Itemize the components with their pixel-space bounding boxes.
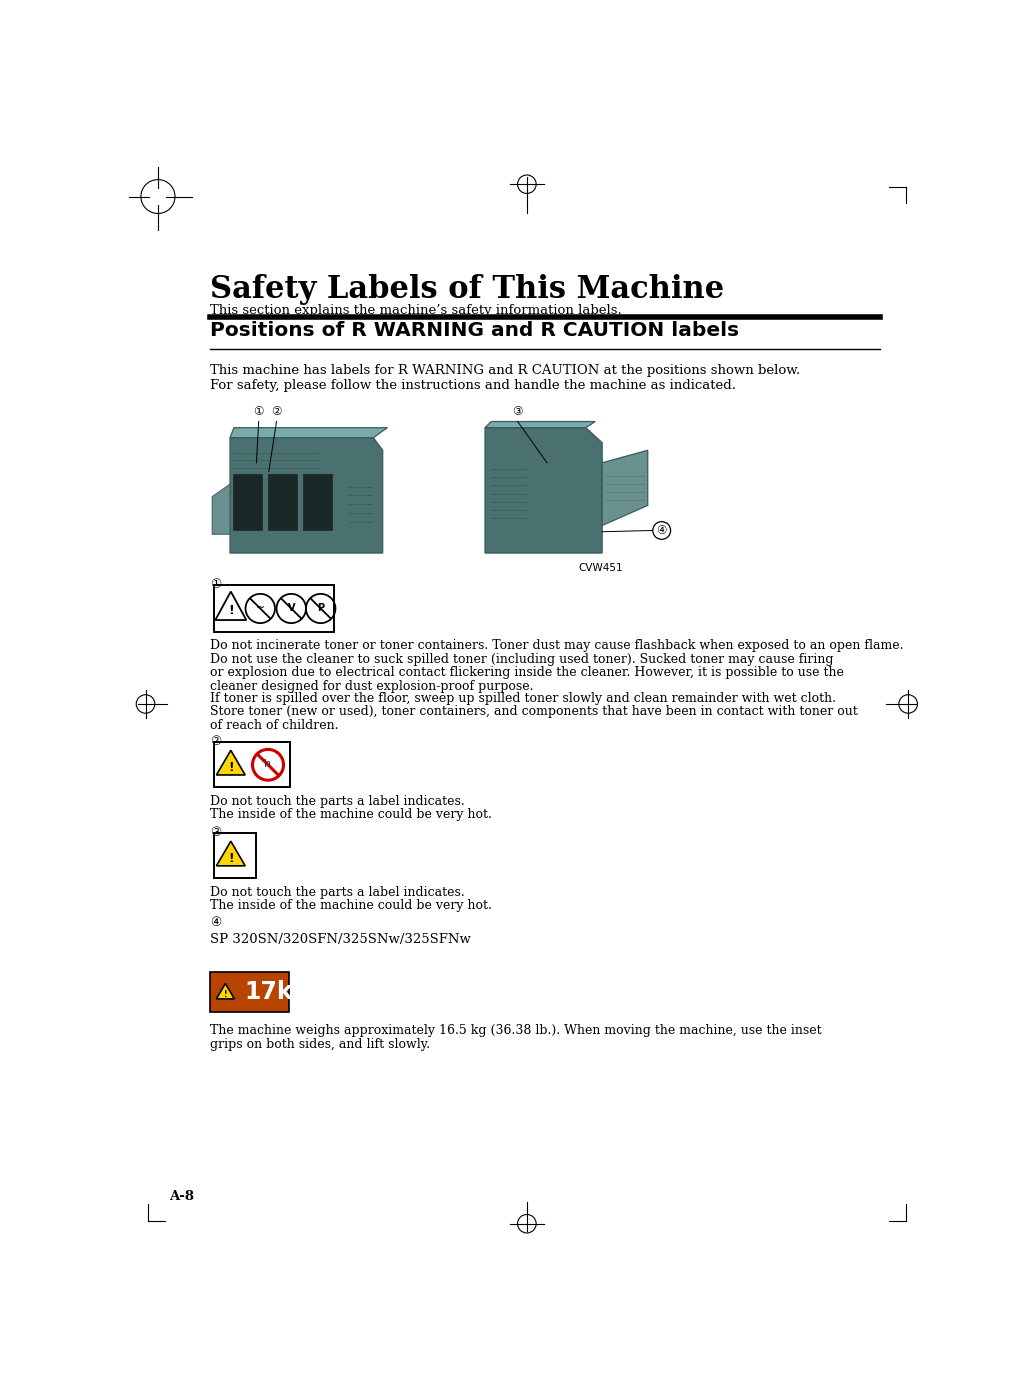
Text: ①: ① [254,406,264,418]
FancyBboxPatch shape [214,585,334,631]
Text: of reach of children.: of reach of children. [210,718,338,732]
Text: ②: ② [271,406,282,418]
Polygon shape [230,428,388,438]
Text: For safety, please follow the instructions and handle the machine as indicated.: For safety, please follow the instructio… [210,379,736,392]
FancyBboxPatch shape [210,972,289,1012]
Polygon shape [485,428,602,553]
Text: cleaner designed for dust explosion-proof purpose.: cleaner designed for dust explosion-proo… [210,680,534,693]
Text: ③: ③ [210,825,221,839]
Text: ①: ① [210,577,221,591]
FancyBboxPatch shape [214,743,290,788]
Text: Do not use the cleaner to suck spilled toner (including used toner). Sucked tone: Do not use the cleaner to suck spilled t… [210,652,834,666]
Polygon shape [217,841,246,866]
Text: Do not touch the parts a label indicates.: Do not touch the parts a label indicates… [210,795,465,809]
FancyBboxPatch shape [214,834,256,878]
Text: Do not incinerate toner or toner containers. Toner dust may cause flashback when: Do not incinerate toner or toner contain… [210,640,904,652]
Circle shape [653,521,670,539]
Text: A-8: A-8 [169,1189,194,1203]
Text: Safety Labels of This Machine: Safety Labels of This Machine [210,273,724,304]
Polygon shape [230,438,382,553]
Text: or explosion due to electrical contact flickering inside the cleaner. However, i: or explosion due to electrical contact f… [210,666,844,679]
Text: This machine has labels for R WARNING and R CAUTION at the positions shown below: This machine has labels for R WARNING an… [210,364,800,378]
Text: !: ! [228,852,233,864]
Text: grips on both sides, and lift slowly.: grips on both sides, and lift slowly. [210,1037,430,1051]
Text: Store toner (new or used), toner containers, and components that have been in co: Store toner (new or used), toner contain… [210,705,857,718]
Text: SP 320SN/320SFN/325SNw/325SFNw: SP 320SN/320SFN/325SNw/325SFNw [210,934,471,947]
Text: !: ! [223,990,227,998]
Polygon shape [602,450,648,526]
Text: 17kg: 17kg [245,980,310,1004]
Polygon shape [233,474,262,531]
Polygon shape [268,474,297,531]
Polygon shape [485,421,595,428]
Polygon shape [215,591,247,620]
Text: The inside of the machine could be very hot.: The inside of the machine could be very … [210,899,491,912]
Text: P: P [317,602,324,613]
Text: ③: ③ [512,406,523,418]
Polygon shape [303,474,332,531]
Polygon shape [212,484,230,534]
Text: If toner is spilled over the floor, sweep up spilled toner slowly and clean rema: If toner is spilled over the floor, swee… [210,691,836,704]
Polygon shape [216,984,234,999]
Text: ④: ④ [210,916,221,930]
Text: ④: ④ [657,524,667,537]
Text: ②: ② [210,735,221,747]
Text: h: h [264,758,271,769]
Text: Do not touch the parts a label indicates.: Do not touch the parts a label indicates… [210,885,465,899]
Text: V: V [288,602,295,613]
Text: !: ! [228,604,233,616]
Text: The machine weighs approximately 16.5 kg (36.38 lb.). When moving the machine, u: The machine weighs approximately 16.5 kg… [210,1025,821,1037]
Text: This section explains the machine’s safety information labels.: This section explains the machine’s safe… [210,304,622,318]
Text: CVW451: CVW451 [579,563,623,573]
Polygon shape [217,750,246,775]
Text: The inside of the machine could be very hot.: The inside of the machine could be very … [210,809,491,821]
Text: Positions of R WARNING and R CAUTION labels: Positions of R WARNING and R CAUTION lab… [210,321,739,340]
Text: !: ! [228,761,233,774]
Text: ~: ~ [256,602,265,613]
